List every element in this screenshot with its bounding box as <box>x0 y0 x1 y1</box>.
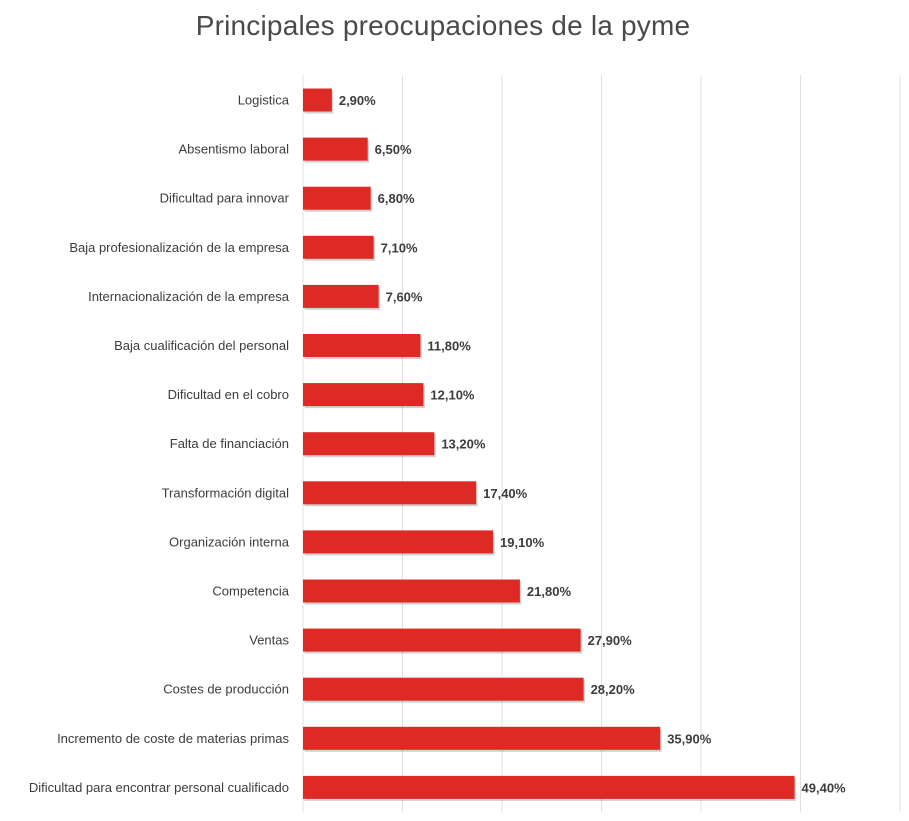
category-label: Ventas <box>249 633 289 648</box>
value-label: 19,10% <box>500 535 545 550</box>
value-label: 6,80% <box>378 191 415 206</box>
value-label: 17,40% <box>483 486 528 501</box>
category-label: Organización interna <box>169 534 290 549</box>
bar <box>303 186 371 210</box>
value-label: 49,40% <box>802 780 847 795</box>
value-label: 11,80% <box>427 339 471 354</box>
category-label: Incremento de coste de materias primas <box>57 731 289 746</box>
bar <box>303 530 494 554</box>
value-label: 27,90% <box>588 633 633 648</box>
category-label: Dificultad en el cobro <box>168 387 289 402</box>
category-label: Costes de producción <box>163 682 289 697</box>
value-label: 28,20% <box>591 682 636 697</box>
bars <box>303 88 797 801</box>
value-label: 35,90% <box>667 731 712 746</box>
value-label: 21,80% <box>527 584 572 599</box>
chart-title: Principales preocupaciones de la pyme <box>195 10 691 41</box>
value-label: 13,20% <box>441 437 486 452</box>
bar <box>303 334 421 357</box>
category-label: Logistica <box>238 93 290 108</box>
category-label: Baja cualificación del personal <box>114 338 289 353</box>
category-label: Internacionalización de la empresa <box>88 289 290 304</box>
category-label: Transformación digital <box>162 485 290 500</box>
bar <box>303 677 584 701</box>
value-label: 7,60% <box>386 289 423 304</box>
bar <box>303 481 477 505</box>
value-label: 12,10% <box>430 388 475 403</box>
bar <box>303 432 435 456</box>
bar <box>303 284 379 308</box>
bar <box>303 726 661 750</box>
value-label: 7,10% <box>381 240 418 255</box>
value-label: 2,90% <box>339 93 376 108</box>
bar <box>303 88 332 112</box>
bar <box>303 579 520 603</box>
bar <box>303 383 424 407</box>
category-labels: Logistica Absentismo laboral Dificultad pa… <box>29 93 290 795</box>
category-label: Absentismo laboral <box>178 142 289 157</box>
category-label: Baja profesionalización de la empresa <box>69 240 289 255</box>
category-label: Dificultad para innovar <box>160 191 290 206</box>
category-label: Competencia <box>212 584 289 599</box>
bar <box>303 137 368 161</box>
bar <box>303 775 795 799</box>
category-label: Dificultad para encontrar personal cuali… <box>29 780 289 795</box>
value-labels: 2,90% 6,50% 6,80% 7,10% 7,60% 11,80% 12,10% 13,… <box>339 93 846 795</box>
value-label: 6,50% <box>375 142 412 157</box>
bar <box>303 628 581 652</box>
bar <box>303 235 374 259</box>
category-label: Falta de financiación <box>170 436 289 451</box>
